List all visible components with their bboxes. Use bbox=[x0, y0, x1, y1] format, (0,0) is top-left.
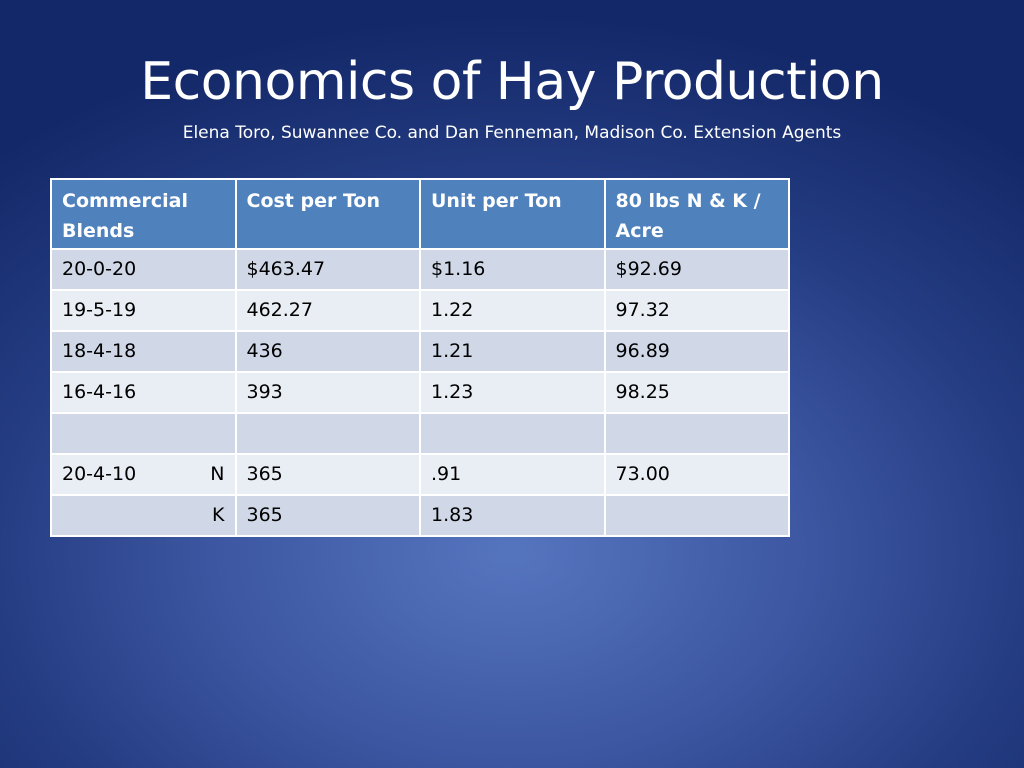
header-unit-per-ton: Unit per Ton bbox=[419, 178, 606, 250]
per-acre-cell: 73.00 bbox=[603, 453, 790, 496]
slide-subtitle: Elena Toro, Suwannee Co. and Dan Fennema… bbox=[182, 123, 842, 143]
blend-cell bbox=[50, 412, 237, 455]
cost-cell: 393 bbox=[234, 371, 421, 414]
blend-nutrient: K bbox=[212, 504, 225, 526]
table-row: 20-0-20 $463.47 $1.16 $92.69 bbox=[50, 248, 790, 291]
header-cost-per-ton: Cost per Ton bbox=[234, 178, 421, 250]
table-row-empty bbox=[50, 412, 790, 455]
unit-cell: 1.21 bbox=[419, 330, 606, 373]
table-row: 20-4-10 N 365 .91 73.00 bbox=[50, 453, 790, 496]
table-row: 19-5-19 462.27 1.22 97.32 bbox=[50, 289, 790, 332]
blend-cell: 19-5-19 bbox=[50, 289, 237, 332]
unit-cell: 1.22 bbox=[419, 289, 606, 332]
blend-cell: 16-4-16 bbox=[50, 371, 237, 414]
cost-cell: 365 bbox=[234, 453, 421, 496]
per-acre-cell: $92.69 bbox=[603, 248, 790, 291]
unit-cell: .91 bbox=[419, 453, 606, 496]
per-acre-cell: 98.25 bbox=[603, 371, 790, 414]
blend-name: 20-0-20 bbox=[62, 258, 137, 280]
blend-cell: 18-4-18 bbox=[50, 330, 237, 373]
blend-name: 20-4-10 bbox=[62, 463, 137, 485]
per-acre-cell: 97.32 bbox=[603, 289, 790, 332]
header-row: Commercial Blends Cost per Ton Unit per … bbox=[50, 178, 790, 250]
unit-cell: 1.23 bbox=[419, 371, 606, 414]
blend-cell: 20-4-10 N bbox=[50, 453, 237, 496]
blend-name: 19-5-19 bbox=[62, 299, 137, 321]
cost-cell: 462.27 bbox=[234, 289, 421, 332]
unit-cell: $1.16 bbox=[419, 248, 606, 291]
blend-name: 16-4-16 bbox=[62, 381, 137, 403]
blend-cell: 20-0-20 bbox=[50, 248, 237, 291]
table-body: 20-0-20 $463.47 $1.16 $92.69 19-5-19 462… bbox=[50, 248, 790, 537]
blend-name: 18-4-18 bbox=[62, 340, 137, 362]
header-commercial-blends: Commercial Blends bbox=[50, 178, 237, 250]
slide-title: Economics of Hay Production bbox=[140, 52, 884, 112]
cost-cell bbox=[234, 412, 421, 455]
blend-nutrient: N bbox=[210, 463, 225, 485]
header-80-lbs-per-acre: 80 lbs N & K / Acre bbox=[603, 178, 790, 250]
cost-cell: 365 bbox=[234, 494, 421, 537]
table-row: K 365 1.83 bbox=[50, 494, 790, 537]
per-acre-cell: 96.89 bbox=[603, 330, 790, 373]
table-header: Commercial Blends Cost per Ton Unit per … bbox=[50, 178, 790, 250]
cost-cell: 436 bbox=[234, 330, 421, 373]
table-row: 18-4-18 436 1.21 96.89 bbox=[50, 330, 790, 373]
table-row: 16-4-16 393 1.23 98.25 bbox=[50, 371, 790, 414]
blend-cost-table: Commercial Blends Cost per Ton Unit per … bbox=[50, 178, 790, 537]
blend-cell: K bbox=[50, 494, 237, 537]
per-acre-cell bbox=[603, 412, 790, 455]
per-acre-cell bbox=[603, 494, 790, 537]
unit-cell: 1.83 bbox=[419, 494, 606, 537]
cost-cell: $463.47 bbox=[234, 248, 421, 291]
unit-cell bbox=[419, 412, 606, 455]
